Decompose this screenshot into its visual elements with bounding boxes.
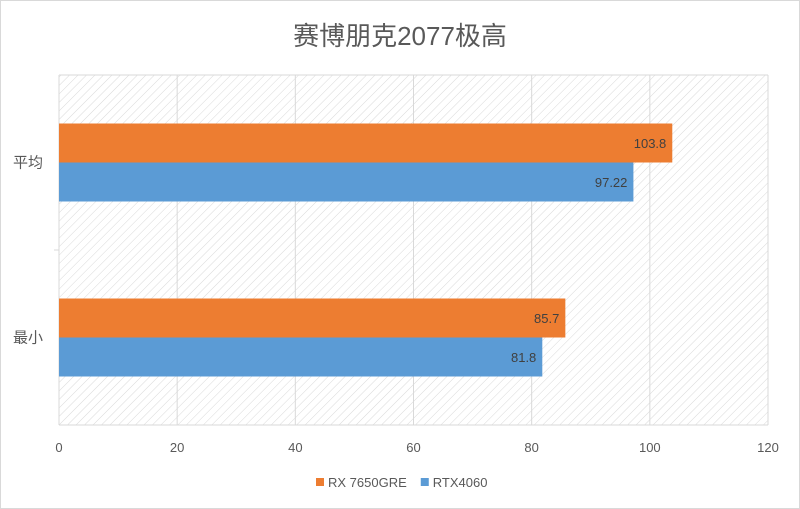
data-label: 103.8 — [634, 136, 667, 151]
data-label: 97.22 — [595, 175, 628, 190]
category-label: 最小 — [13, 330, 43, 347]
x-tick-label: 80 — [524, 440, 538, 455]
chart-title: 赛博朋克2077极高 — [293, 21, 507, 51]
data-label: 85.7 — [534, 311, 559, 326]
legend-label: RTX4060 — [433, 475, 488, 490]
x-tick-label: 120 — [757, 440, 779, 455]
x-tick-label: 60 — [406, 440, 420, 455]
legend-swatch — [420, 478, 429, 486]
x-tick-label: 20 — [170, 440, 184, 455]
bar — [59, 162, 634, 202]
bar — [59, 337, 543, 377]
bar — [59, 298, 566, 338]
legend-label: RX 7650GRE — [328, 475, 407, 490]
legend-swatch — [316, 478, 324, 486]
x-tick-label: 0 — [55, 440, 62, 455]
x-tick-label: 100 — [639, 440, 661, 455]
data-label: 81.8 — [511, 350, 536, 365]
x-tick-label: 40 — [288, 440, 302, 455]
category-label: 平均 — [13, 155, 43, 172]
bar — [59, 123, 673, 163]
